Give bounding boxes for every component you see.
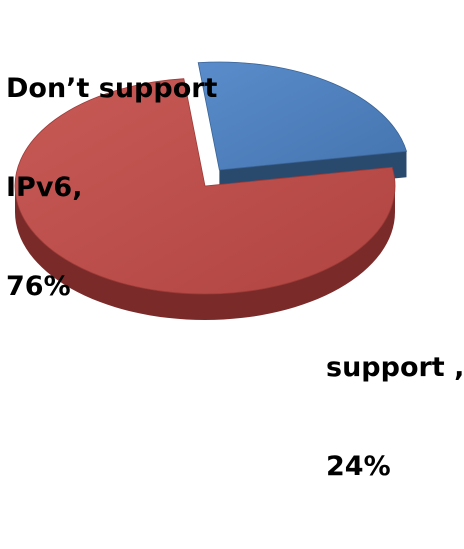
data-label-support-line-2: 24% — [326, 451, 391, 482]
data-label-dont-support-line-1: Don’t support — [6, 73, 218, 104]
pie-slice-side-dont-support-0 — [15, 186, 395, 320]
pie-slice-dont-support — [14, 78, 396, 295]
data-label-dont-support: Don’t support IPv6, 76% — [6, 6, 217, 369]
pie-slice-support — [197, 61, 408, 171]
pie-chart-svg — [14, 61, 408, 320]
pie-top-faces — [14, 61, 408, 295]
data-label-support: support , 24% — [326, 285, 464, 549]
data-label-dont-support-line-2: IPv6, — [6, 172, 83, 203]
data-label-support-line-1: support , — [326, 352, 464, 383]
pie-chart: Don’t support IPv6, 76% support , 24% — [6, 61, 464, 482]
data-label-dont-support-line-3: 76% — [6, 271, 71, 302]
